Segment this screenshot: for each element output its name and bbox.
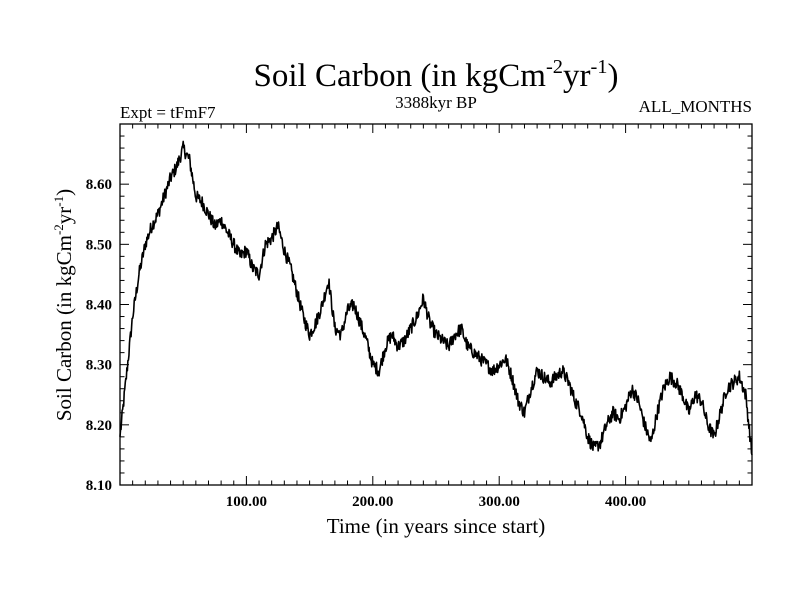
x-tick-label: 200.00 [352, 494, 393, 510]
axis-ticks [120, 124, 752, 485]
y-tick-label: 8.40 [86, 298, 112, 314]
y-tick-label: 8.60 [86, 177, 112, 193]
y-tick-labels: 8.10 8.20 8.30 8.40 8.50 8.60 [86, 177, 112, 494]
x-axis-label: Time (in years since start) [327, 514, 546, 538]
data-series-line [119, 140, 753, 456]
period-label: 3388kyr BP [395, 93, 477, 112]
chart-title: Soil Carbon (in kgCm-2yr-1) [254, 56, 619, 94]
x-tick-labels: 100.00 200.00 300.00 400.00 [226, 494, 646, 510]
months-label: ALL_MONTHS [639, 97, 752, 116]
y-tick-label: 8.20 [86, 418, 112, 434]
experiment-label: Expt = tFmF7 [120, 103, 216, 122]
x-tick-label: 100.00 [226, 494, 267, 510]
plot-frame [119, 123, 753, 486]
x-tick-label: 400.00 [605, 494, 646, 510]
y-axis-label: Soil Carbon (in kgCm-2yr-1) [51, 189, 76, 421]
y-tick-label: 8.30 [86, 358, 112, 374]
x-tick-label: 300.00 [479, 494, 520, 510]
y-tick-label: 8.50 [86, 237, 112, 253]
y-tick-label: 8.10 [86, 478, 112, 494]
